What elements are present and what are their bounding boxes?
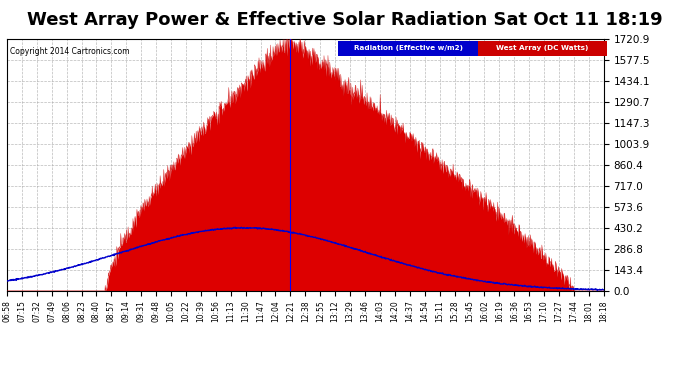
FancyBboxPatch shape <box>478 41 607 56</box>
FancyBboxPatch shape <box>338 41 478 56</box>
Text: West Array Power & Effective Solar Radiation Sat Oct 11 18:19: West Array Power & Effective Solar Radia… <box>27 11 663 29</box>
Text: Radiation (Effective w/m2): Radiation (Effective w/m2) <box>354 45 463 51</box>
Text: Copyright 2014 Cartronics.com: Copyright 2014 Cartronics.com <box>10 47 130 56</box>
Text: West Array (DC Watts): West Array (DC Watts) <box>496 45 589 51</box>
